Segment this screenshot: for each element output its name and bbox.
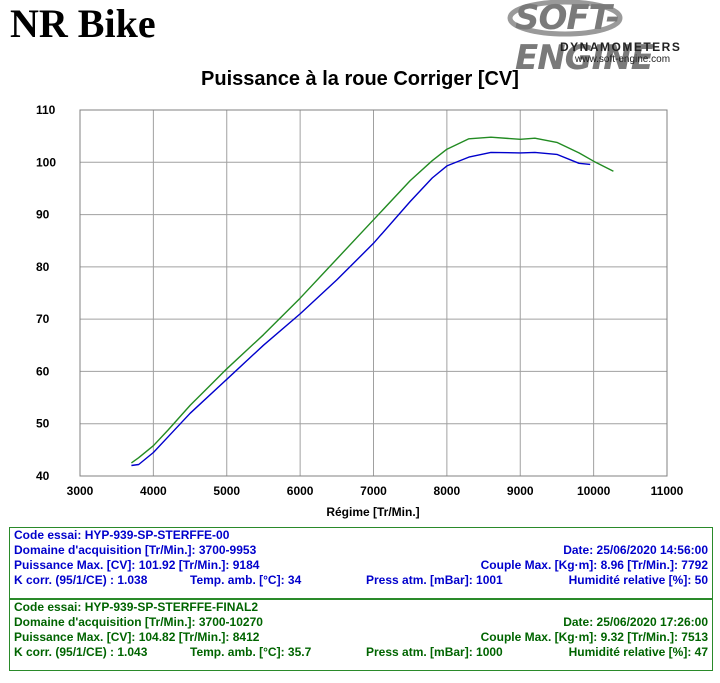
logo-url: www.soft-engine.com bbox=[575, 54, 671, 65]
y-tick-label: 80 bbox=[36, 260, 50, 274]
x-tick-label: 9000 bbox=[507, 484, 534, 498]
chart-series bbox=[130, 136, 614, 467]
test-kcorr: K corr. (95/1/CE) : 1.038 bbox=[14, 573, 148, 587]
test-info-box-1: Code essai: HYP-939-SP-STERFFE-00 Domain… bbox=[9, 527, 713, 599]
y-tick-label: 60 bbox=[36, 364, 50, 378]
x-tick-label: 5000 bbox=[213, 484, 240, 498]
test-max-power: Puissance Max. [CV]: 104.82 [Tr/Min.]: 8… bbox=[14, 630, 260, 644]
test-info-box-2: Code essai: HYP-939-SP-STERFFE-FINAL2 Do… bbox=[9, 599, 713, 671]
x-tick-label: 7000 bbox=[360, 484, 387, 498]
series-line bbox=[130, 136, 614, 464]
test-press: Press atm. [mBar]: 1000 bbox=[366, 645, 503, 659]
test-humidity: Humidité relative [%]: 50 bbox=[568, 573, 708, 587]
y-tick-label: 110 bbox=[36, 103, 56, 117]
test-temp: Temp. amb. [°C]: 35.7 bbox=[190, 645, 312, 659]
logo-main-text: SOFT-ENGINE bbox=[515, 0, 654, 78]
chart-ticks: 40 50 60 70 80 90 100 110 3000 4000 5000 6000 7000 80… bbox=[36, 103, 684, 498]
power-chart: 40 50 60 70 80 90 100 110 3000 4000 5000 6000 7000 80… bbox=[36, 103, 684, 519]
y-tick-label: 100 bbox=[36, 155, 56, 169]
y-tick-label: 50 bbox=[36, 417, 50, 431]
x-tick-label: 4000 bbox=[140, 484, 167, 498]
test-kcorr: K corr. (95/1/CE) : 1.043 bbox=[14, 645, 148, 659]
chart-title: Puissance à la roue Corriger [CV] bbox=[201, 68, 519, 90]
x-tick-label: 3000 bbox=[67, 484, 94, 498]
y-tick-label: 40 bbox=[36, 469, 50, 483]
soft-engine-logo: SOFT-ENGINE DYNAMOMETERS www.soft-engine… bbox=[505, 0, 715, 78]
brand-title: NR Bike bbox=[10, 1, 156, 46]
test-humidity: Humidité relative [%]: 47 bbox=[568, 645, 708, 659]
x-tick-label: 11000 bbox=[651, 484, 684, 498]
test-domain: Domaine d'acquisition [Tr/Min.]: 3700-99… bbox=[14, 543, 257, 557]
test-date: Date: 25/06/2020 14:56:00 bbox=[563, 543, 708, 557]
x-tick-label: 8000 bbox=[434, 484, 461, 498]
test-code: Code essai: HYP-939-SP-STERFFE-FINAL2 bbox=[14, 600, 259, 614]
test-max-power: Puissance Max. [CV]: 101.92 [Tr/Min.]: 9… bbox=[14, 558, 260, 572]
plot-border bbox=[79, 109, 668, 477]
test-date: Date: 25/06/2020 17:26:00 bbox=[563, 615, 708, 629]
test-max-torque: Couple Max. [Kg·m]: 9.32 [Tr/Min.]: 7513 bbox=[480, 630, 708, 644]
y-tick-label: 90 bbox=[36, 208, 50, 222]
chart-grid bbox=[79, 109, 668, 477]
logo-sub-text: DYNAMOMETERS bbox=[560, 40, 682, 54]
test-max-torque: Couple Max. [Kg·m]: 8.96 [Tr/Min.]: 7792 bbox=[480, 558, 708, 572]
test-code: Code essai: HYP-939-SP-STERFFE-00 bbox=[14, 528, 230, 542]
test-temp: Temp. amb. [°C]: 34 bbox=[190, 573, 302, 587]
logo-swoosh-icon bbox=[507, 0, 623, 37]
y-tick-label: 70 bbox=[36, 312, 50, 326]
x-axis-label: Régime [Tr/Min.] bbox=[326, 505, 419, 519]
series-line bbox=[131, 151, 591, 467]
test-press: Press atm. [mBar]: 1001 bbox=[366, 573, 503, 587]
x-tick-label: 6000 bbox=[287, 484, 314, 498]
x-tick-label: 10000 bbox=[577, 484, 611, 498]
test-domain: Domaine d'acquisition [Tr/Min.]: 3700-10… bbox=[14, 615, 263, 629]
